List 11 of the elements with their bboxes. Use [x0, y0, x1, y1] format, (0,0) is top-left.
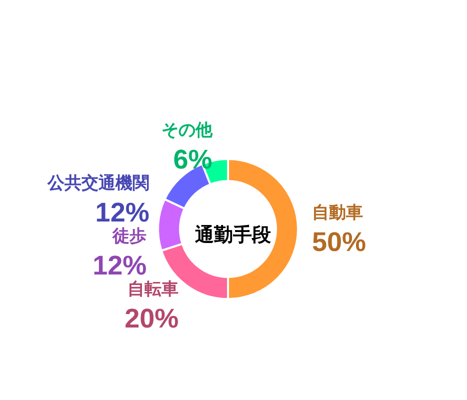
slice-label: その他: [161, 120, 214, 140]
data-label: 6%: [173, 144, 212, 174]
data-label: 20%: [124, 303, 179, 334]
data-label: 12%: [95, 197, 150, 228]
slice-label: 自動車: [312, 203, 363, 223]
slice-label: 公共交通機関: [46, 173, 150, 194]
slice-label: 徒歩: [112, 226, 147, 246]
data-label: 12%: [92, 250, 147, 280]
text: 通勤手段: [194, 224, 272, 246]
slice-label: 自転車: [128, 279, 179, 300]
data-label: 50%: [312, 227, 366, 257]
